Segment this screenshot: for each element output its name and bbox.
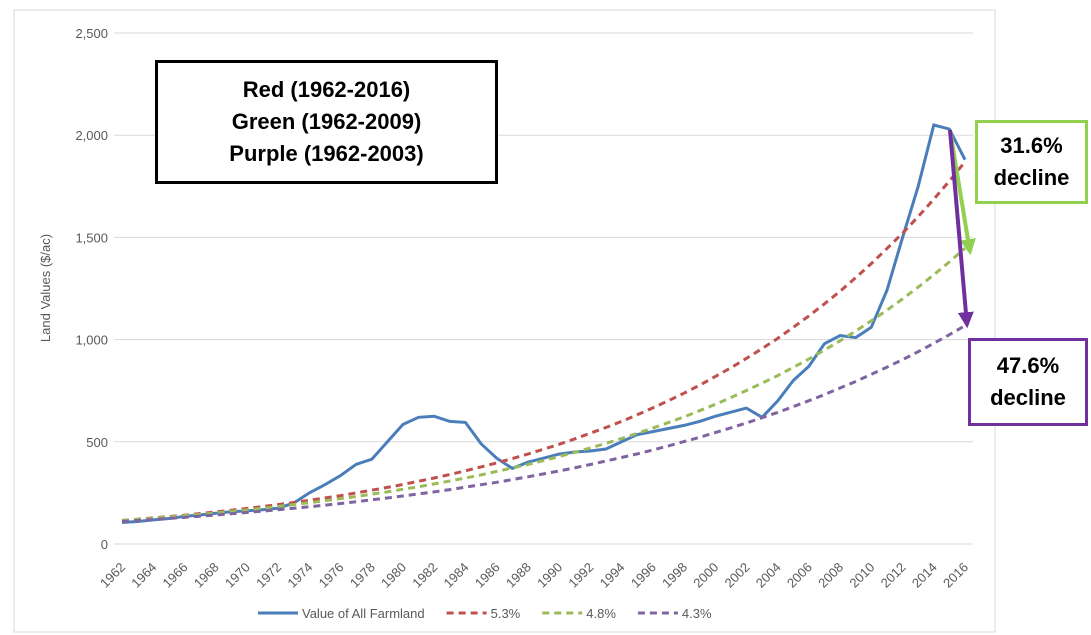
y-tick-label: 1,000: [75, 333, 108, 348]
annotation-line: Red (1962-2016): [242, 77, 411, 102]
series-line: [121, 324, 966, 523]
legend-label: 5.3%: [491, 606, 521, 621]
purple-arrow: [948, 129, 974, 329]
y-tick-label: 2,000: [75, 128, 108, 143]
legend-label: Value of All Farmland: [302, 606, 425, 621]
y-tick-label: 500: [86, 435, 108, 450]
green-box: 31.6% decline: [975, 120, 1088, 204]
annotation-line: Green (1962-2009): [231, 109, 422, 134]
annotation-line: 31.6%: [1000, 133, 1063, 158]
y-tick-label: 1,500: [75, 230, 108, 245]
annotation-line: 47.6%: [996, 353, 1060, 378]
series-line: [121, 247, 966, 522]
y-axis-label: Land Values ($/ac): [38, 234, 53, 342]
y-tick-label: 2,500: [75, 26, 108, 41]
legend-label: 4.3%: [682, 606, 712, 621]
note-box: Red (1962-2016) Green (1962-2009) Purple (…: [155, 60, 498, 184]
legend-label: 4.8%: [586, 606, 616, 621]
y-tick-label: 0: [101, 537, 108, 552]
annotation-line: Purple (1962-2003): [229, 141, 424, 166]
series-line: [121, 160, 967, 522]
annotation-line: decline: [990, 385, 1066, 410]
purple-box: 47.6% decline: [968, 338, 1088, 426]
series-line: [121, 123, 967, 524]
annotation-line: decline: [993, 165, 1070, 190]
